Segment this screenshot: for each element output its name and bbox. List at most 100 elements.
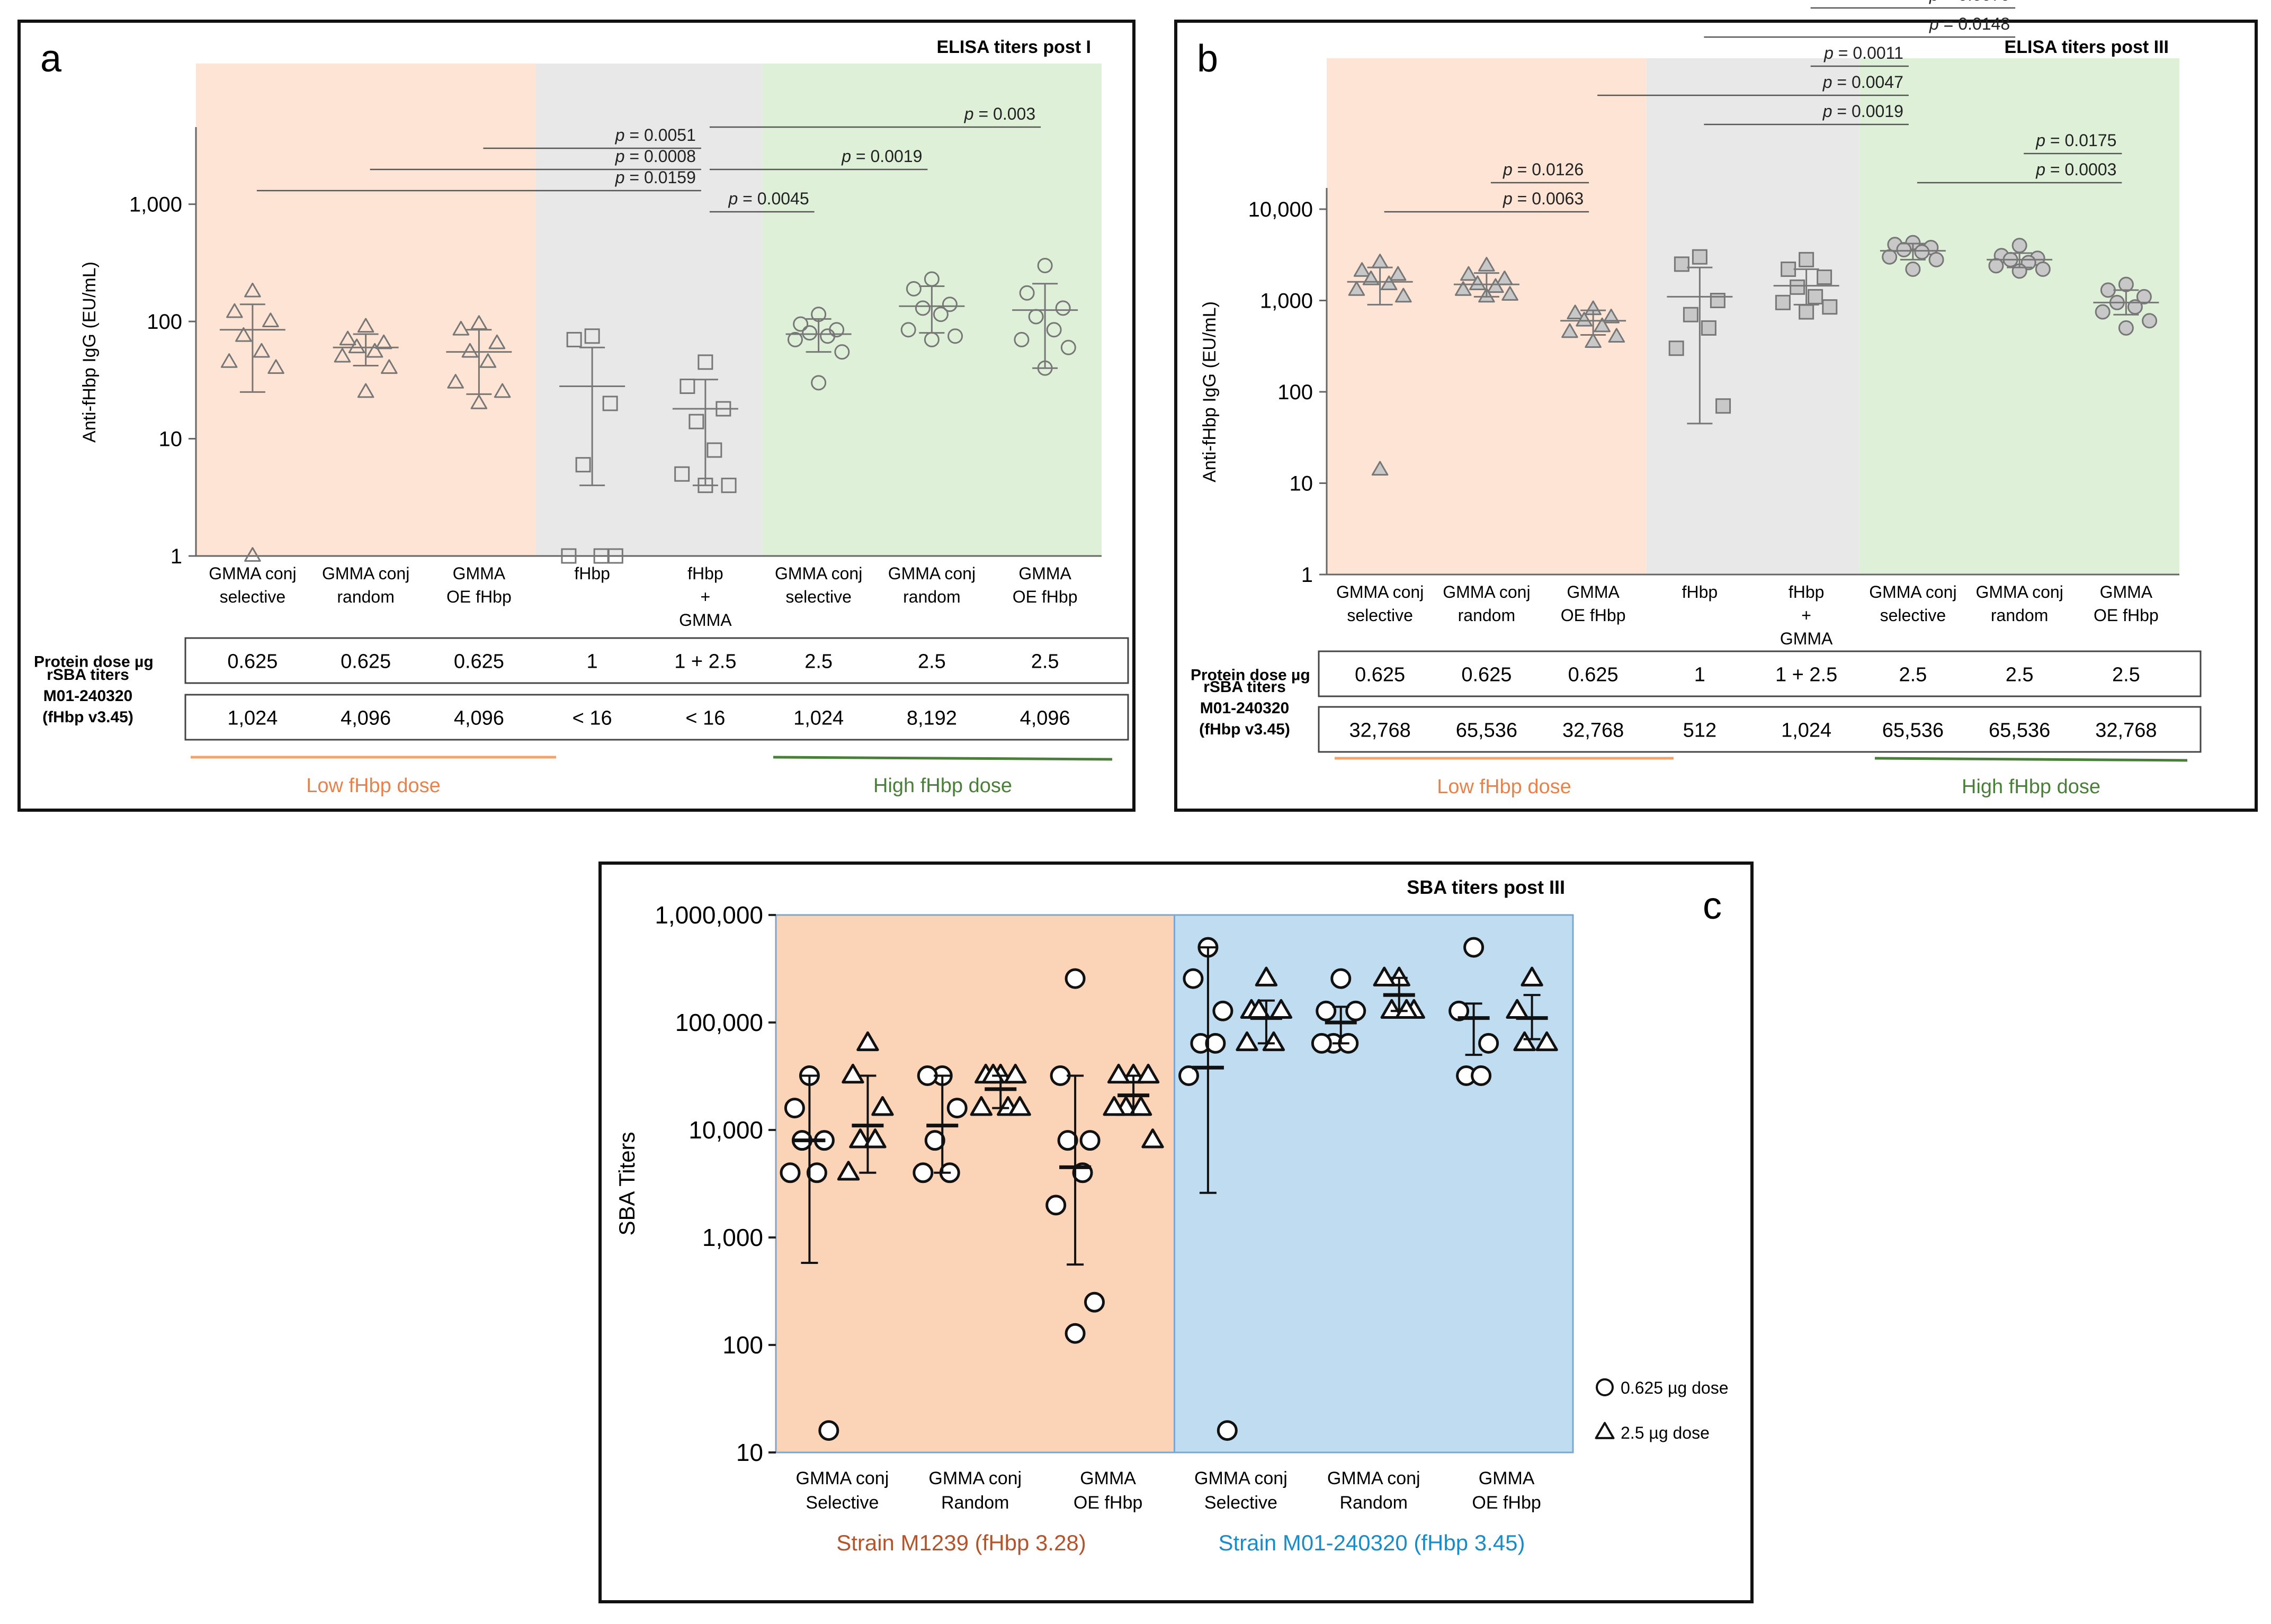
table-row-label: (fHbp v3.45) (42, 708, 133, 726)
high-dose-line (773, 756, 1113, 761)
table-cell: 0.625 (1568, 664, 1619, 686)
group-5 (1103, 1063, 1164, 1149)
data-point (1454, 281, 1472, 296)
table-row-dose (184, 637, 1129, 684)
table-cell: 65,536 (1989, 720, 2050, 742)
category-label: selective (1880, 606, 1946, 625)
panel-label: c (1703, 885, 1722, 927)
data-point (1561, 323, 1578, 338)
group-6: GMMA conj random (1975, 238, 2063, 625)
low-dose-label: Low fHbp dose (1437, 776, 1571, 798)
category-label: GMMA (1018, 564, 1071, 583)
data-point (2118, 276, 2134, 292)
data-point (575, 457, 591, 473)
data-point (479, 353, 497, 368)
table-cell: 1 (587, 651, 598, 673)
data-point (900, 322, 916, 338)
strain-right-label: Strain M01-240320 (fHbp 3.45) (1219, 1530, 1525, 1555)
table-row-label: Protein dose µg (34, 653, 154, 671)
group-5: GMMA conj selective (775, 307, 862, 606)
data-point (1141, 1128, 1164, 1149)
data-point (1471, 1065, 1492, 1086)
data-point (1079, 1130, 1101, 1151)
table-row-label: Protein dose µg (1191, 667, 1310, 684)
table-row-rsba (1318, 706, 2202, 753)
data-point (1046, 322, 1062, 338)
group-0: GMMA conj selective (209, 282, 297, 606)
group-0: GMMA conj Selective (780, 1065, 889, 1513)
data-point (1045, 1195, 1067, 1216)
data-point (1371, 461, 1389, 476)
data-point (1701, 320, 1716, 336)
y-axis-label: Anti-fHbp IgG (EU/mL) (79, 262, 100, 443)
data-point (1521, 966, 1543, 986)
high-dose-label: High fHbp dose (873, 775, 1012, 797)
data-point (1478, 1033, 1499, 1054)
pvalue-label: p = 0.0019 (841, 147, 922, 166)
group-4: fHbp + GMMA (672, 354, 738, 630)
data-point (834, 344, 850, 360)
data-point (1594, 317, 1611, 333)
data-point (235, 327, 252, 342)
data-point (1065, 968, 1086, 989)
data-point (1799, 304, 1814, 320)
data-point (2095, 304, 2111, 320)
pvalue-label: p = 0.003 (964, 104, 1035, 123)
pvalue-label: p = 0.0126 (1503, 160, 1584, 179)
legend-label: 0.625 µg dose (1621, 1378, 1728, 1397)
data-point (1262, 1031, 1285, 1052)
data-point (566, 331, 582, 347)
y-axis-label: SBA Titers (614, 1132, 639, 1235)
data-point (357, 383, 374, 398)
data-point (1608, 328, 1625, 343)
data-point (1822, 299, 1838, 315)
category-label: OE fHbp (1013, 587, 1078, 606)
data-point (1790, 279, 1805, 295)
data-point (1348, 281, 1365, 296)
region-band (775, 914, 1175, 1453)
pvalue-label: p = 0.0011 (1823, 43, 1903, 62)
data-point (1205, 1033, 1226, 1054)
panel-b: b ELISA titers post III 1 10 100 1,000 10,000 A… (1174, 0, 2258, 812)
group-4: GMMA OE fHbp (1045, 968, 1142, 1513)
data-point (1037, 257, 1053, 273)
category-label: OE fHbp (1472, 1493, 1541, 1513)
data-point (1487, 278, 1504, 293)
category-label: + (701, 587, 711, 606)
strain-left-label: Strain M1239 (fHbp 3.28) (836, 1530, 1086, 1555)
data-point (461, 343, 479, 358)
y-tick-label: 10,000 (689, 1116, 763, 1144)
category-label: GMMA (1080, 1468, 1136, 1488)
pvalue-label: p = 0.0008 (615, 147, 696, 166)
data-point (1311, 1033, 1332, 1054)
data-point (811, 375, 827, 391)
data-point (707, 442, 722, 458)
data-point (1603, 308, 1620, 324)
data-point (226, 303, 243, 318)
data-point (1107, 1063, 1130, 1084)
data-point (913, 1162, 934, 1183)
table-cell: 4,096 (341, 707, 391, 730)
data-point (602, 396, 618, 411)
y-tick-label: 10 (736, 1439, 763, 1466)
table-cell: 4,096 (454, 707, 504, 730)
data-point (267, 359, 284, 374)
category-label: random (1991, 606, 2049, 625)
table-cell: 32,768 (2095, 720, 2157, 742)
data-point (447, 374, 464, 389)
group-11 (1506, 966, 1558, 1052)
category-label: GMMA (1479, 1468, 1535, 1488)
data-point (946, 1098, 968, 1119)
y-tick-label: 10 (159, 428, 183, 451)
data-point (334, 347, 351, 363)
category-label: GMMA (1567, 582, 1620, 602)
category-label: GMMA conj (1327, 1468, 1420, 1488)
data-point (1330, 968, 1352, 989)
category-label: Random (941, 1493, 1009, 1513)
group-0: GMMA conj selective (1336, 254, 1424, 625)
data-point (871, 1096, 894, 1116)
region-band (1174, 914, 1574, 1453)
data-point (1710, 293, 1725, 308)
data-point (864, 1128, 887, 1149)
